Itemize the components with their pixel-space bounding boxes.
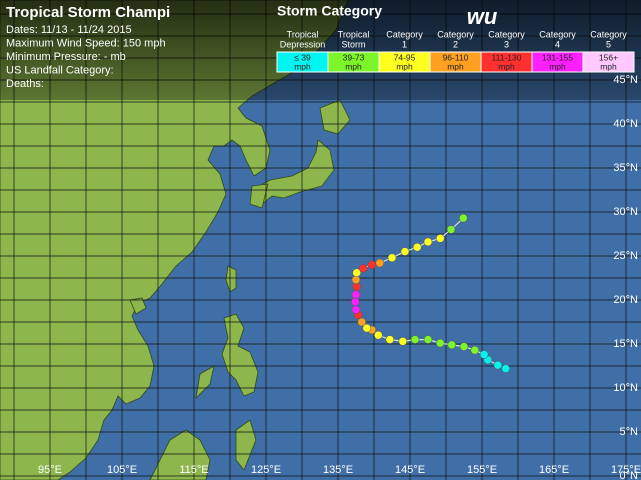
legend-range: 96-110 xyxy=(443,52,469,62)
legend-unit: mph xyxy=(447,61,464,71)
track-point xyxy=(351,290,361,299)
legend-label: Tropical xyxy=(338,29,370,39)
track-point xyxy=(412,242,422,252)
legend-range: 39-73 xyxy=(343,52,365,62)
track-point xyxy=(459,213,468,223)
legend-unit: mph xyxy=(498,61,515,71)
track-point xyxy=(423,237,433,247)
header-band xyxy=(0,0,641,100)
lon-label: 145°E xyxy=(395,464,425,476)
legend-label: 2 xyxy=(453,39,458,49)
legend-range: 131-155 xyxy=(542,52,573,62)
legend-range: 156+ xyxy=(599,52,618,62)
legend-label: 1 xyxy=(402,39,407,49)
track-point xyxy=(410,335,420,344)
lat-label: 30°N xyxy=(613,206,638,218)
legend-title: Storm Category xyxy=(277,3,382,19)
info-line: US Landfall Category: xyxy=(6,64,114,76)
legend-label: Category xyxy=(539,29,576,39)
track-point xyxy=(398,337,408,346)
lon-label: 115°E xyxy=(179,464,208,476)
track-point xyxy=(358,264,368,273)
track-point xyxy=(385,335,395,344)
track-point xyxy=(400,247,410,256)
track-point xyxy=(479,350,489,359)
legend-label: Storm xyxy=(341,39,365,49)
track-point xyxy=(357,317,367,327)
info-line: Dates: 11/13 - 11/24 2015 xyxy=(6,24,132,36)
legend-unit: mph xyxy=(600,61,617,71)
lat-label: 35°N xyxy=(613,162,638,174)
track-point xyxy=(351,275,361,285)
legend-unit: mph xyxy=(294,61,311,71)
lat-label: 25°N xyxy=(613,250,638,262)
legend-label: Depression xyxy=(280,39,326,49)
logo: wu xyxy=(467,4,498,29)
track-point xyxy=(423,335,433,344)
info-line: Minimum Pressure: - mb xyxy=(6,51,126,63)
track-point xyxy=(351,297,360,307)
axis-labels: 95°E 105°E 115°E 125°E 135°E 145°E 155°E 165°E 1… xyxy=(38,74,641,480)
track-point xyxy=(459,342,469,351)
track-point xyxy=(351,305,361,314)
legend-label: Category xyxy=(386,29,423,39)
storm-title: Tropical Storm Champi xyxy=(6,4,170,21)
storm-track xyxy=(351,213,511,373)
lat-label: 40°N xyxy=(613,118,638,130)
lon-label: 105°E xyxy=(107,464,137,476)
lon-label: 95°E xyxy=(38,464,62,476)
track-point xyxy=(374,330,383,340)
legend-unit: mph xyxy=(396,61,413,71)
lon-label: 165°E xyxy=(539,464,569,476)
track-point xyxy=(387,253,397,263)
legend-label: Category xyxy=(488,29,525,39)
lat-label: 15°N xyxy=(613,338,638,350)
track-point xyxy=(435,338,445,348)
legend-range: 111-130 xyxy=(492,52,522,62)
lon-label: 175°E xyxy=(611,464,641,476)
legend-label: Category xyxy=(590,29,627,39)
info-line: Deaths: xyxy=(6,78,44,90)
track-point xyxy=(501,364,511,373)
track-point xyxy=(352,282,361,292)
lon-label: 125°E xyxy=(251,464,281,476)
legend-range: ≤ 39 xyxy=(294,52,311,62)
lon-label: 135°E xyxy=(323,464,353,476)
legend-label: 5 xyxy=(606,39,611,49)
track-point xyxy=(446,225,456,234)
lat-label: 45°N xyxy=(613,74,638,86)
legend-unit: mph xyxy=(345,61,362,71)
legend-label: Category xyxy=(437,29,474,39)
track-point xyxy=(493,360,503,370)
lat-label: 20°N xyxy=(613,294,638,306)
lat-label: 5°N xyxy=(620,426,639,438)
track-point xyxy=(470,345,480,355)
legend-label: 4 xyxy=(555,39,560,49)
track-point xyxy=(447,340,457,350)
lon-label: 155°E xyxy=(467,464,497,476)
legend-unit: mph xyxy=(549,61,566,71)
lat-label: 10°N xyxy=(613,382,638,394)
track-point xyxy=(375,258,385,268)
land xyxy=(0,0,351,480)
legend-label: Tropical xyxy=(287,29,319,39)
info-line: Maximum Wind Speed: 150 mph xyxy=(6,37,166,49)
legend-range: 74-95 xyxy=(394,52,416,62)
legend-label: 3 xyxy=(504,39,509,49)
legend-swatch xyxy=(582,51,635,73)
track-point xyxy=(352,268,361,277)
lat-label: 0°N xyxy=(620,470,639,480)
track-point xyxy=(362,323,372,333)
track-point xyxy=(435,234,445,243)
track-point xyxy=(367,260,377,270)
